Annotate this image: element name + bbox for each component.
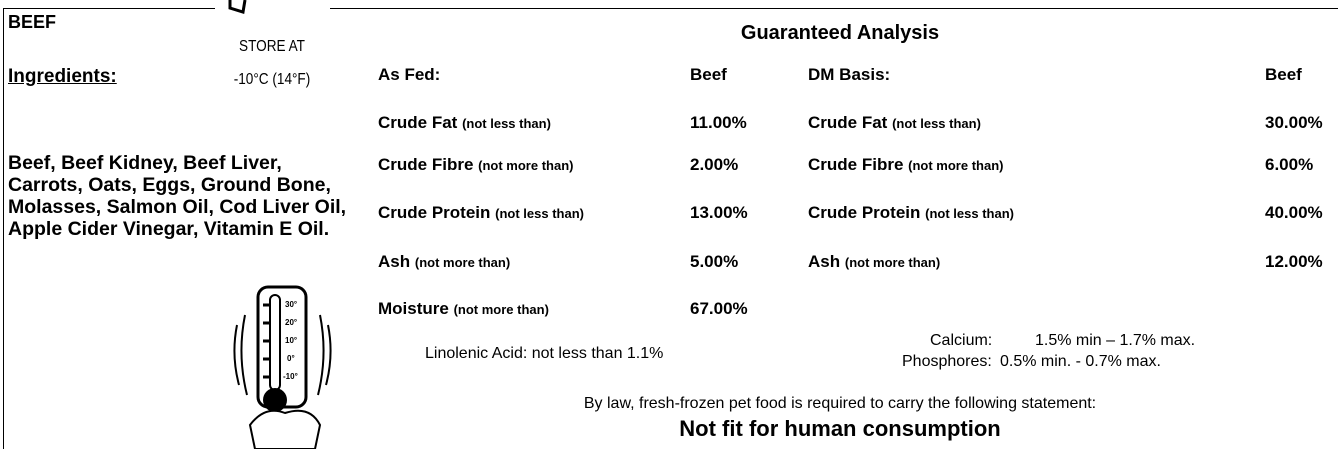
mineral-value: 0.5% min. - 0.7% max.: [1000, 353, 1161, 371]
nutrient-name: Crude Fat: [378, 113, 457, 132]
nutrient-name: Crude Fibre: [378, 155, 473, 174]
thermometer-icon: 30° 20° 10° 0° -10°: [225, 285, 340, 449]
svg-text:20°: 20°: [285, 318, 297, 327]
svg-text:0°: 0°: [287, 354, 295, 363]
ingredients-heading: Ingredients:: [8, 66, 117, 88]
nutrient-qualifier: (not less than): [892, 116, 981, 131]
nutrient-name: Ash: [378, 252, 410, 271]
nutrient-name: Crude Protein: [378, 203, 490, 222]
column-header: DM Basis:: [808, 65, 890, 85]
nutrient-qualifier: (not more than): [908, 158, 1003, 173]
nutrient-name: Moisture: [378, 299, 449, 318]
nutrient-value: 30.00%: [1265, 113, 1323, 133]
storage-line2: -10°C (14°F): [234, 71, 311, 88]
column-header: As Fed:: [378, 65, 440, 85]
product-name: BEEF: [8, 12, 56, 33]
nutrient-value: 2.00%: [690, 155, 738, 175]
nutrient-value: 12.00%: [1265, 252, 1323, 272]
left-border: [3, 8, 4, 449]
storage-line1: STORE AT: [239, 38, 305, 55]
nutrient-qualifier: (not more than): [415, 255, 510, 270]
svg-text:-10°: -10°: [283, 372, 298, 381]
nutrient-name: Crude Fibre: [808, 155, 903, 174]
column-header: Beef: [1265, 65, 1302, 85]
linolenic: Linolenic Acid: not less than 1.1%: [425, 345, 663, 363]
nutrient-value: 5.00%: [690, 252, 738, 272]
nutrient-qualifier: (not more than): [454, 302, 549, 317]
nutrient-name: Crude Protein: [808, 203, 920, 222]
mineral-label: Phosphores:: [902, 353, 992, 371]
svg-text:30°: 30°: [285, 300, 297, 309]
analysis-row: Ash (not more than): [808, 252, 940, 272]
mineral-label: Calcium:: [930, 332, 992, 350]
analysis-row: Moisture (not more than): [378, 299, 549, 319]
nutrient-qualifier: (not more than): [478, 158, 573, 173]
nutrient-value: 67.00%: [690, 299, 748, 319]
ingredients-text: Beef, Beef Kidney, Beef Liver, Carrots, …: [8, 152, 353, 240]
nutrient-qualifier: (not less than): [495, 206, 584, 221]
mineral-value: 1.5% min – 1.7% max.: [1035, 332, 1195, 350]
nutrient-name: Ash: [808, 252, 840, 271]
top-border: [330, 8, 1338, 9]
analysis-row: Crude Fat (not less than): [808, 113, 981, 133]
storage-icon: STORE AT -10°C (14°F): [215, 0, 330, 100]
analysis-row: Ash (not more than): [378, 252, 510, 272]
analysis-row: Crude Protein (not less than): [808, 203, 1014, 223]
statement: By law, fresh-frozen pet food is require…: [584, 395, 1096, 413]
nutrient-value: 40.00%: [1265, 203, 1323, 223]
page: BEEF Ingredients: Beef, Beef Kidney, Bee…: [0, 0, 1338, 449]
nutrient-value: 13.00%: [690, 203, 748, 223]
analysis-row: Crude Fibre (not more than): [378, 155, 573, 175]
nutrient-value: 6.00%: [1265, 155, 1313, 175]
nutrient-qualifier: (not more than): [845, 255, 940, 270]
column-header: Beef: [690, 65, 727, 85]
analysis-row: Crude Fat (not less than): [378, 113, 551, 133]
nutrient-qualifier: (not less than): [925, 206, 1014, 221]
nutrient-qualifier: (not less than): [462, 116, 551, 131]
analysis-row: Crude Protein (not less than): [378, 203, 584, 223]
analysis-row: Crude Fibre (not more than): [808, 155, 1003, 175]
svg-text:10°: 10°: [285, 336, 297, 345]
nutrient-name: Crude Fat: [808, 113, 887, 132]
warning: Not fit for human consumption: [679, 416, 1000, 442]
nutrient-value: 11.00%: [690, 113, 747, 133]
top-border: [3, 8, 215, 9]
analysis-title: Guaranteed Analysis: [741, 22, 939, 45]
